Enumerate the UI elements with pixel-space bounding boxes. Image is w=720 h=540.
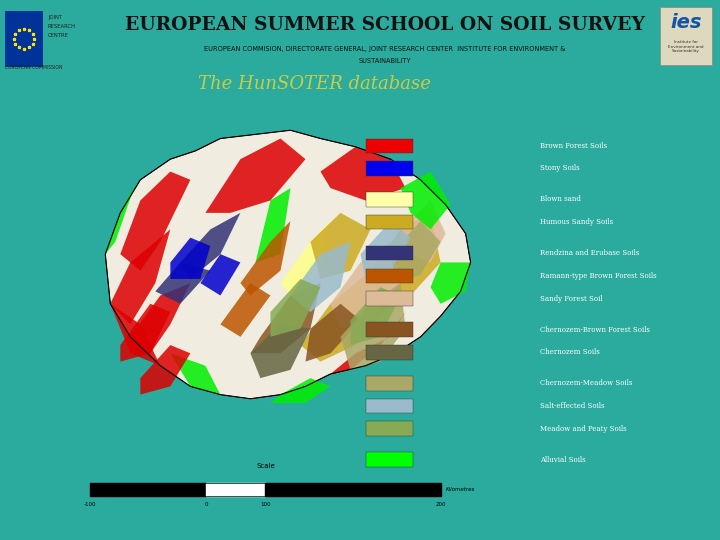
Polygon shape — [110, 230, 171, 325]
Text: Brown Forest Soils: Brown Forest Soils — [540, 141, 607, 150]
Polygon shape — [240, 221, 290, 295]
Text: Humous Sandy Soils: Humous Sandy Soils — [540, 218, 613, 226]
Polygon shape — [361, 221, 410, 279]
Bar — [366, 215, 413, 230]
Text: RESEARCH: RESEARCH — [48, 24, 76, 29]
Polygon shape — [330, 242, 400, 328]
Text: SUSTAINABILITY: SUSTAINABILITY — [359, 58, 411, 64]
Polygon shape — [180, 213, 240, 279]
Polygon shape — [400, 200, 446, 262]
Text: Stony Soils: Stony Soils — [540, 165, 580, 172]
Text: EUROPEAN COMMISION, DIRECTORATE GENERAL, JOINT RESEARCH CENTER  INSTITUTE FOR EN: EUROPEAN COMMISION, DIRECTORATE GENERAL,… — [204, 45, 566, 51]
Bar — [366, 292, 413, 306]
Polygon shape — [251, 283, 320, 353]
Text: Blown sand: Blown sand — [540, 195, 581, 204]
Polygon shape — [130, 283, 190, 353]
Text: EUROPEAN SUMMER SCHOOL ON SOIL SURVEY: EUROPEAN SUMMER SCHOOL ON SOIL SURVEY — [125, 16, 645, 33]
Text: Chernozem Soils: Chernozem Soils — [540, 348, 600, 356]
Polygon shape — [320, 147, 405, 200]
Bar — [366, 161, 413, 176]
Bar — [5, 10, 43, 66]
Polygon shape — [390, 221, 441, 283]
Text: Alluvial Soils: Alluvial Soils — [540, 456, 586, 464]
Polygon shape — [310, 213, 371, 279]
Text: JOINT: JOINT — [48, 15, 62, 19]
Text: 200: 200 — [436, 502, 446, 507]
Text: Sandy Forest Soil: Sandy Forest Soil — [540, 295, 603, 302]
Polygon shape — [205, 138, 305, 213]
Polygon shape — [171, 353, 220, 395]
Text: Institute for
Environment and
Sustainability: Institute for Environment and Sustainabi… — [668, 40, 703, 53]
Text: Kilometres: Kilometres — [446, 487, 475, 492]
Bar — [660, 6, 712, 64]
Bar — [366, 376, 413, 390]
Text: Chernozem-Brown Forest Soils: Chernozem-Brown Forest Soils — [540, 326, 650, 334]
Bar — [366, 399, 413, 413]
Polygon shape — [271, 279, 320, 337]
Text: Scale: Scale — [256, 463, 275, 469]
Polygon shape — [105, 130, 471, 399]
Polygon shape — [371, 213, 441, 303]
Text: ies: ies — [670, 13, 702, 32]
Polygon shape — [120, 172, 190, 271]
Polygon shape — [431, 262, 471, 303]
Bar — [366, 246, 413, 260]
Text: Ramann-type Brown Forest Soils: Ramann-type Brown Forest Soils — [540, 272, 657, 280]
Polygon shape — [120, 303, 171, 362]
Text: 100: 100 — [260, 502, 271, 507]
Text: The HunSOTER database: The HunSOTER database — [198, 75, 431, 93]
Bar — [366, 322, 413, 337]
Bar — [366, 192, 413, 207]
Polygon shape — [251, 325, 310, 378]
Polygon shape — [271, 378, 330, 403]
Text: Salt-effected Soils: Salt-effected Soils — [540, 402, 605, 410]
Polygon shape — [171, 238, 210, 279]
Bar — [366, 345, 413, 360]
Polygon shape — [200, 254, 240, 295]
Bar — [366, 138, 413, 153]
Polygon shape — [140, 345, 190, 395]
Polygon shape — [110, 303, 161, 366]
Polygon shape — [400, 172, 451, 230]
Bar — [366, 422, 413, 436]
Text: CENTRE: CENTRE — [48, 32, 69, 37]
Text: -100: -100 — [84, 502, 96, 507]
Bar — [366, 268, 413, 283]
Polygon shape — [300, 271, 390, 362]
Text: Meadow and Peaty Soils: Meadow and Peaty Soils — [540, 425, 627, 433]
Text: Chernozem-Meadow Soils: Chernozem-Meadow Soils — [540, 379, 633, 387]
Polygon shape — [105, 184, 135, 254]
Text: EUROPEAN COMMISSION: EUROPEAN COMMISSION — [5, 64, 63, 70]
Polygon shape — [220, 283, 271, 337]
Polygon shape — [341, 283, 405, 370]
Bar — [366, 453, 413, 467]
Polygon shape — [351, 287, 400, 345]
Text: Rendzina and Erubase Soils: Rendzina and Erubase Soils — [540, 249, 639, 257]
Polygon shape — [256, 188, 290, 262]
Polygon shape — [290, 242, 351, 312]
Polygon shape — [330, 312, 405, 374]
Polygon shape — [305, 303, 361, 362]
Polygon shape — [156, 262, 210, 303]
Polygon shape — [281, 221, 330, 295]
Text: 0: 0 — [204, 502, 207, 507]
